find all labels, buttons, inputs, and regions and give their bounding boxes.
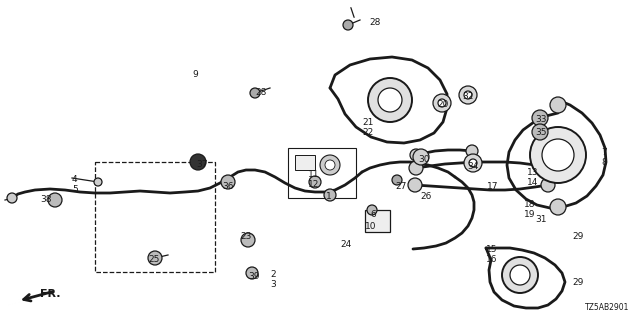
Text: 6: 6 <box>370 210 376 219</box>
Text: 5: 5 <box>72 185 77 194</box>
Circle shape <box>378 88 402 112</box>
Text: 29: 29 <box>572 232 584 241</box>
Text: 18: 18 <box>524 200 536 209</box>
Text: 37: 37 <box>196 160 207 169</box>
Circle shape <box>459 86 477 104</box>
Circle shape <box>410 149 422 161</box>
Text: 15: 15 <box>486 245 497 254</box>
Text: 9: 9 <box>192 70 198 79</box>
Circle shape <box>530 127 586 183</box>
Circle shape <box>324 189 336 201</box>
Text: 11: 11 <box>308 170 319 179</box>
Circle shape <box>532 110 548 126</box>
Text: 21: 21 <box>362 118 373 127</box>
Text: 25: 25 <box>148 255 159 264</box>
Text: FR.: FR. <box>40 289 61 299</box>
Circle shape <box>408 178 422 192</box>
Circle shape <box>502 257 538 293</box>
Text: 36: 36 <box>222 182 234 191</box>
Text: 7: 7 <box>601 148 607 157</box>
Text: TZ5AB2901: TZ5AB2901 <box>585 303 629 312</box>
Circle shape <box>221 175 235 189</box>
Text: 14: 14 <box>527 178 538 187</box>
Text: 32: 32 <box>462 92 474 101</box>
Circle shape <box>469 159 477 167</box>
Circle shape <box>541 178 555 192</box>
Text: 35: 35 <box>535 128 547 137</box>
Text: 31: 31 <box>535 215 547 224</box>
Text: 12: 12 <box>308 180 319 189</box>
Circle shape <box>343 20 353 30</box>
Text: 23: 23 <box>240 232 252 241</box>
Circle shape <box>190 154 206 170</box>
Text: 3: 3 <box>270 280 276 289</box>
Text: 10: 10 <box>365 222 376 231</box>
Circle shape <box>551 165 565 179</box>
Circle shape <box>392 175 402 185</box>
Circle shape <box>246 267 258 279</box>
Circle shape <box>94 178 102 186</box>
Bar <box>295 155 315 170</box>
Circle shape <box>438 99 446 107</box>
Text: 17: 17 <box>487 182 499 191</box>
Text: 1: 1 <box>326 192 332 201</box>
Text: 29: 29 <box>572 278 584 287</box>
Text: 28: 28 <box>255 88 266 97</box>
Text: 34: 34 <box>467 162 478 171</box>
Circle shape <box>48 193 62 207</box>
Text: 8: 8 <box>601 158 607 167</box>
Text: 4: 4 <box>72 175 77 184</box>
Circle shape <box>433 94 451 112</box>
Text: 13: 13 <box>527 168 538 177</box>
Circle shape <box>367 205 377 215</box>
Circle shape <box>464 91 472 99</box>
Circle shape <box>309 176 321 188</box>
Text: 16: 16 <box>486 255 497 264</box>
Text: 20: 20 <box>437 100 449 109</box>
Circle shape <box>409 161 423 175</box>
Circle shape <box>148 251 162 265</box>
Text: 28: 28 <box>369 18 380 27</box>
Bar <box>288 148 356 198</box>
Text: 30: 30 <box>418 155 429 164</box>
Text: 39: 39 <box>248 272 259 281</box>
Circle shape <box>320 155 340 175</box>
Text: 2: 2 <box>270 270 276 279</box>
Circle shape <box>550 97 566 113</box>
Circle shape <box>466 145 478 157</box>
Text: 33: 33 <box>535 115 547 124</box>
Text: 38: 38 <box>40 195 51 204</box>
Bar <box>95 162 215 272</box>
Circle shape <box>510 265 530 285</box>
Circle shape <box>413 149 429 165</box>
Text: 24: 24 <box>340 240 351 249</box>
Text: 27: 27 <box>395 182 406 191</box>
Text: 19: 19 <box>524 210 536 219</box>
Circle shape <box>464 154 482 172</box>
Circle shape <box>550 199 566 215</box>
Circle shape <box>241 233 255 247</box>
Text: 26: 26 <box>420 192 431 201</box>
Circle shape <box>250 88 260 98</box>
Text: 22: 22 <box>362 128 373 137</box>
Circle shape <box>532 124 548 140</box>
Bar <box>365 210 390 232</box>
Circle shape <box>325 160 335 170</box>
Circle shape <box>7 193 17 203</box>
Circle shape <box>542 139 574 171</box>
Circle shape <box>368 78 412 122</box>
